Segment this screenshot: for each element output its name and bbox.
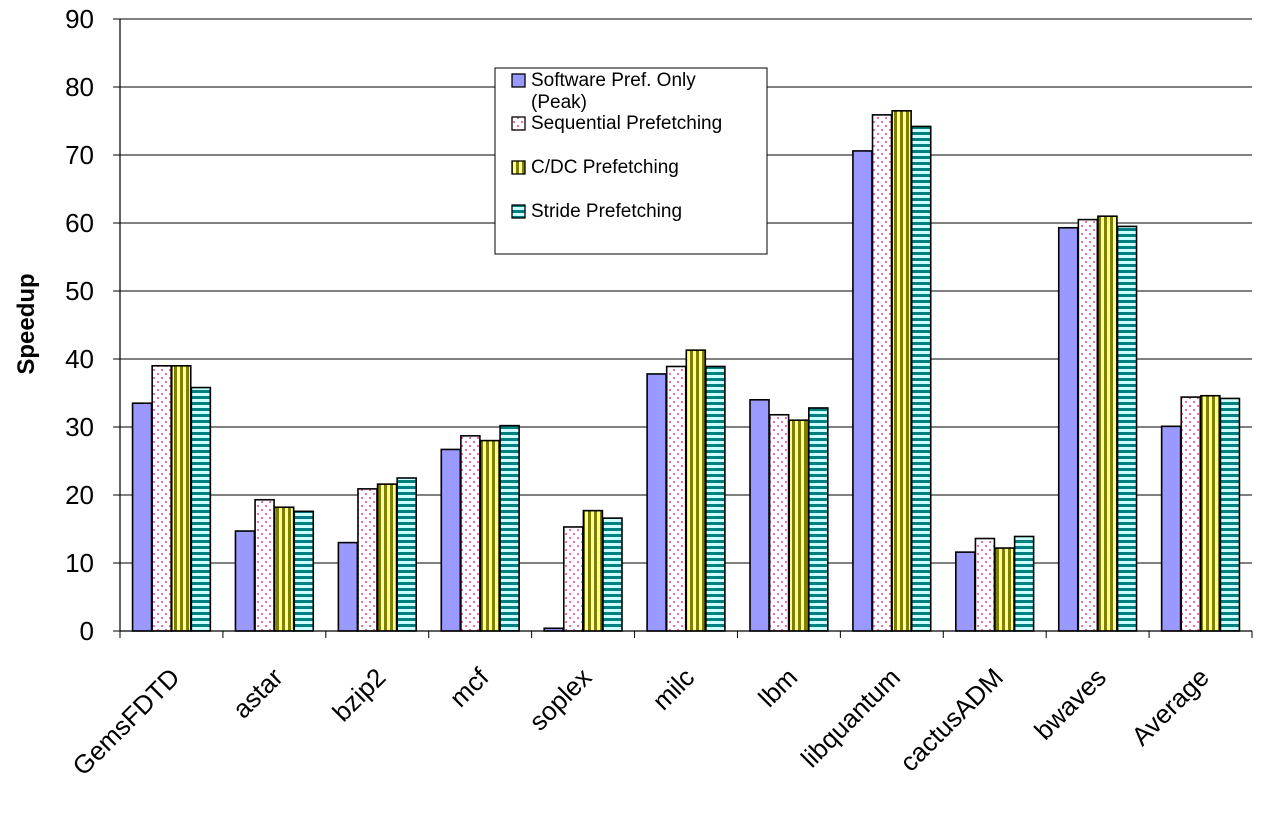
bar-milc-solid xyxy=(646,373,667,632)
bar-libquantum-horizontal-stripes xyxy=(910,125,932,632)
bar-milc-dots xyxy=(665,365,687,632)
bar-bwaves-vertical-stripes xyxy=(1097,215,1118,632)
legend: Software Pref. Only(Peak)Sequential Pref… xyxy=(494,67,768,255)
bar-cactusADM-solid xyxy=(955,551,976,632)
bar-bzip2-vertical-stripes xyxy=(376,483,398,632)
bar-Average-vertical-stripes xyxy=(1200,394,1221,632)
bar-milc-vertical-stripes xyxy=(685,349,707,632)
legend-label: C/DC Prefetching xyxy=(531,157,679,178)
y-axis-title: Speedup xyxy=(13,273,40,374)
bar-mcf-horizontal-stripes xyxy=(499,424,520,632)
x-category-label: GemsFDTD xyxy=(66,662,185,781)
bar-libquantum-solid xyxy=(852,150,873,632)
bar-bwaves-dots xyxy=(1077,218,1099,632)
bar-lbm-vertical-stripes xyxy=(788,419,810,632)
x-category-label: lbm xyxy=(752,662,803,713)
bar-cactusADM-vertical-stripes xyxy=(994,547,1015,632)
y-tick-labels: 0 10 20 30 40 50 60 70 80 90 xyxy=(65,4,94,646)
y-tick-label: 0 xyxy=(80,616,94,646)
x-category-labels: GemsFDTD astar bzip2 mcf soplex milc lbmlibqua… xyxy=(66,661,1214,781)
bar-bwaves-solid xyxy=(1057,226,1079,632)
legend-swatch-horizontal-stripes xyxy=(511,204,526,219)
legend-swatch-vertical-stripes xyxy=(511,160,526,175)
x-category-label: cactusADM xyxy=(894,662,1009,777)
x-category-label: Average xyxy=(1125,662,1214,751)
x-category-label: soplex xyxy=(523,662,597,736)
y-tick-label: 40 xyxy=(65,344,94,374)
y-tick-label: 90 xyxy=(65,4,94,34)
bar-lbm-horizontal-stripes xyxy=(808,407,829,632)
bar-GemsFDTD-solid xyxy=(131,402,153,632)
bar-soplex-dots xyxy=(562,526,584,632)
x-category-label: milc xyxy=(646,662,700,716)
x-category-label: mcf xyxy=(444,661,495,712)
bar-bzip2-solid xyxy=(337,541,359,632)
bar-cactusADM-horizontal-stripes xyxy=(1013,535,1035,632)
legend-label: Stride Prefetching xyxy=(531,201,682,222)
x-category-label: libquantum xyxy=(795,662,906,773)
bar-mcf-solid xyxy=(440,448,462,632)
bar-astar-dots xyxy=(254,498,275,632)
bar-Average-horizontal-stripes xyxy=(1219,397,1241,632)
bar-bwaves-horizontal-stripes xyxy=(1116,225,1138,632)
y-tick-label: 60 xyxy=(65,208,94,238)
legend-swatch-solid xyxy=(511,73,526,88)
bar-GemsFDTD-vertical-stripes xyxy=(170,364,192,632)
bar-mcf-vertical-stripes xyxy=(479,439,501,632)
y-tick-label: 30 xyxy=(65,412,94,442)
bar-soplex-vertical-stripes xyxy=(582,509,604,632)
bar-Average-solid xyxy=(1160,425,1182,632)
bar-libquantum-vertical-stripes xyxy=(891,110,912,632)
bar-lbm-solid xyxy=(749,398,770,632)
bar-astar-vertical-stripes xyxy=(273,506,295,632)
bar-astar-horizontal-stripes xyxy=(293,510,315,632)
legend-label: (Peak) xyxy=(531,92,587,113)
bar-lbm-dots xyxy=(768,413,790,632)
bars xyxy=(131,110,1241,632)
legend-label: Software Pref. Only xyxy=(531,70,696,91)
bar-mcf-dots xyxy=(460,435,481,632)
legend-box xyxy=(494,67,768,255)
legend-label: Sequential Prefetching xyxy=(531,113,722,134)
bar-cactusADM-dots xyxy=(974,537,996,632)
y-tick-label: 70 xyxy=(65,140,94,170)
bar-GemsFDTD-dots xyxy=(151,364,172,632)
y-tick-label: 10 xyxy=(65,548,94,578)
y-tick-label: 50 xyxy=(65,276,94,306)
x-category-label: bwaves xyxy=(1028,662,1112,746)
bar-GemsFDTD-horizontal-stripes xyxy=(190,386,212,632)
x-category-label: astar xyxy=(227,662,289,724)
bar-bzip2-dots xyxy=(357,488,378,632)
y-tick-label: 20 xyxy=(65,480,94,510)
bar-bzip2-horizontal-stripes xyxy=(396,477,417,632)
axes xyxy=(113,18,1253,638)
y-tick-label: 80 xyxy=(65,72,94,102)
bar-libquantum-dots xyxy=(871,114,893,632)
bar-Average-dots xyxy=(1180,396,1202,632)
legend-swatch-dots xyxy=(511,116,526,131)
bar-milc-horizontal-stripes xyxy=(705,365,726,632)
bar-astar-solid xyxy=(234,530,256,632)
x-category-label: bzip2 xyxy=(326,662,391,727)
bar-soplex-horizontal-stripes xyxy=(602,517,623,632)
